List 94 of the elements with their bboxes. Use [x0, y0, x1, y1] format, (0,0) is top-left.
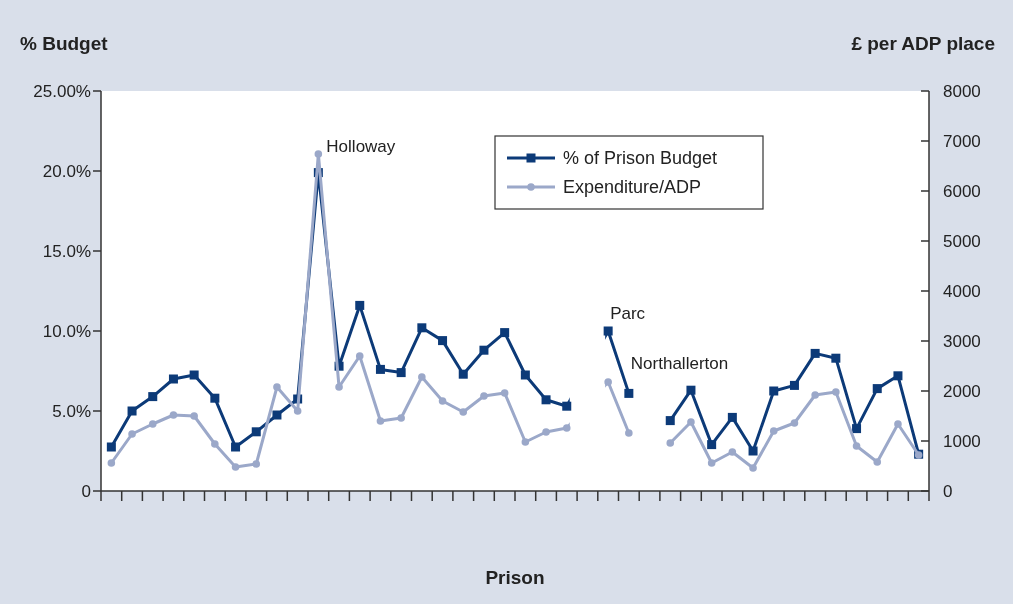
point [480, 392, 488, 400]
point [168, 374, 178, 384]
point [728, 448, 737, 456]
point [479, 345, 489, 355]
point [604, 378, 612, 386]
point [211, 440, 219, 448]
y-tick-label: 25.00% [33, 82, 91, 101]
point [375, 364, 385, 374]
y-tick-label: 15.0% [42, 242, 91, 261]
y-tick-label: 0 [81, 482, 91, 501]
point [769, 386, 779, 396]
point [458, 369, 468, 379]
point [314, 150, 323, 158]
point [500, 328, 510, 338]
y-tick-label: 20.0% [42, 162, 91, 181]
point [272, 410, 282, 420]
point [686, 385, 696, 395]
point [355, 352, 364, 360]
point [148, 420, 157, 428]
point [500, 389, 509, 397]
point [190, 412, 198, 420]
point [789, 380, 799, 390]
y2-tick-label: 7000 [943, 132, 981, 151]
point [748, 446, 758, 456]
annotation: Parc [610, 304, 646, 323]
point [459, 408, 468, 416]
point [707, 459, 716, 467]
y-tick-label: 5.0% [52, 402, 91, 421]
point [520, 370, 530, 380]
point [418, 373, 426, 381]
point [355, 300, 365, 310]
point [852, 424, 862, 434]
y2-tick-label: 8000 [943, 82, 981, 101]
point [189, 370, 199, 380]
point [293, 407, 302, 415]
point [665, 416, 675, 426]
point [727, 412, 737, 422]
point [251, 427, 261, 437]
point [562, 424, 571, 432]
point [873, 458, 882, 466]
y2-tick-label: 0 [943, 482, 953, 501]
point [397, 414, 405, 422]
y2-tick-label: 1000 [943, 432, 981, 451]
point [127, 406, 137, 416]
point [106, 442, 116, 452]
point [811, 391, 819, 399]
point [893, 371, 903, 381]
legend-label: Expenditure/ADP [563, 177, 702, 197]
point [852, 442, 861, 450]
point [832, 388, 840, 396]
point [603, 326, 613, 336]
point [210, 393, 220, 403]
point [107, 459, 116, 467]
annotation: Holloway [326, 137, 396, 156]
y2-tick-label: 6000 [943, 182, 981, 201]
point [769, 427, 778, 435]
point [376, 417, 385, 425]
point [438, 397, 447, 405]
y2-tick-label: 4000 [943, 282, 981, 301]
point [521, 438, 530, 446]
point [335, 383, 343, 391]
point [128, 430, 136, 438]
point [831, 353, 841, 363]
point [666, 439, 675, 447]
point [231, 442, 241, 452]
point [707, 440, 717, 450]
point [872, 384, 882, 394]
point [252, 460, 261, 468]
y2-tick-label: 3000 [943, 332, 981, 351]
y2-tick-label: 2000 [943, 382, 981, 401]
legend-label: % of Prison Budget [563, 148, 718, 168]
point [749, 464, 757, 472]
point [396, 368, 406, 378]
point [790, 419, 799, 427]
y-tick-label: 10.0% [42, 322, 91, 341]
point [541, 395, 551, 405]
point [169, 411, 178, 419]
point [148, 392, 158, 402]
point [810, 348, 820, 358]
annotation: Northallerton [630, 354, 729, 374]
point [687, 418, 695, 426]
point [438, 336, 448, 346]
point [542, 428, 550, 436]
point [231, 463, 240, 471]
y-axis-title: % Budget [20, 33, 109, 54]
point [625, 429, 633, 437]
point [562, 401, 572, 411]
point [273, 383, 281, 391]
point [624, 388, 634, 398]
y2-axis-title: £ per ADP place [851, 33, 995, 54]
point [894, 420, 902, 428]
point [417, 323, 427, 333]
y2-tick-label: 5000 [943, 232, 981, 251]
x-axis-title: Prison [485, 567, 545, 588]
